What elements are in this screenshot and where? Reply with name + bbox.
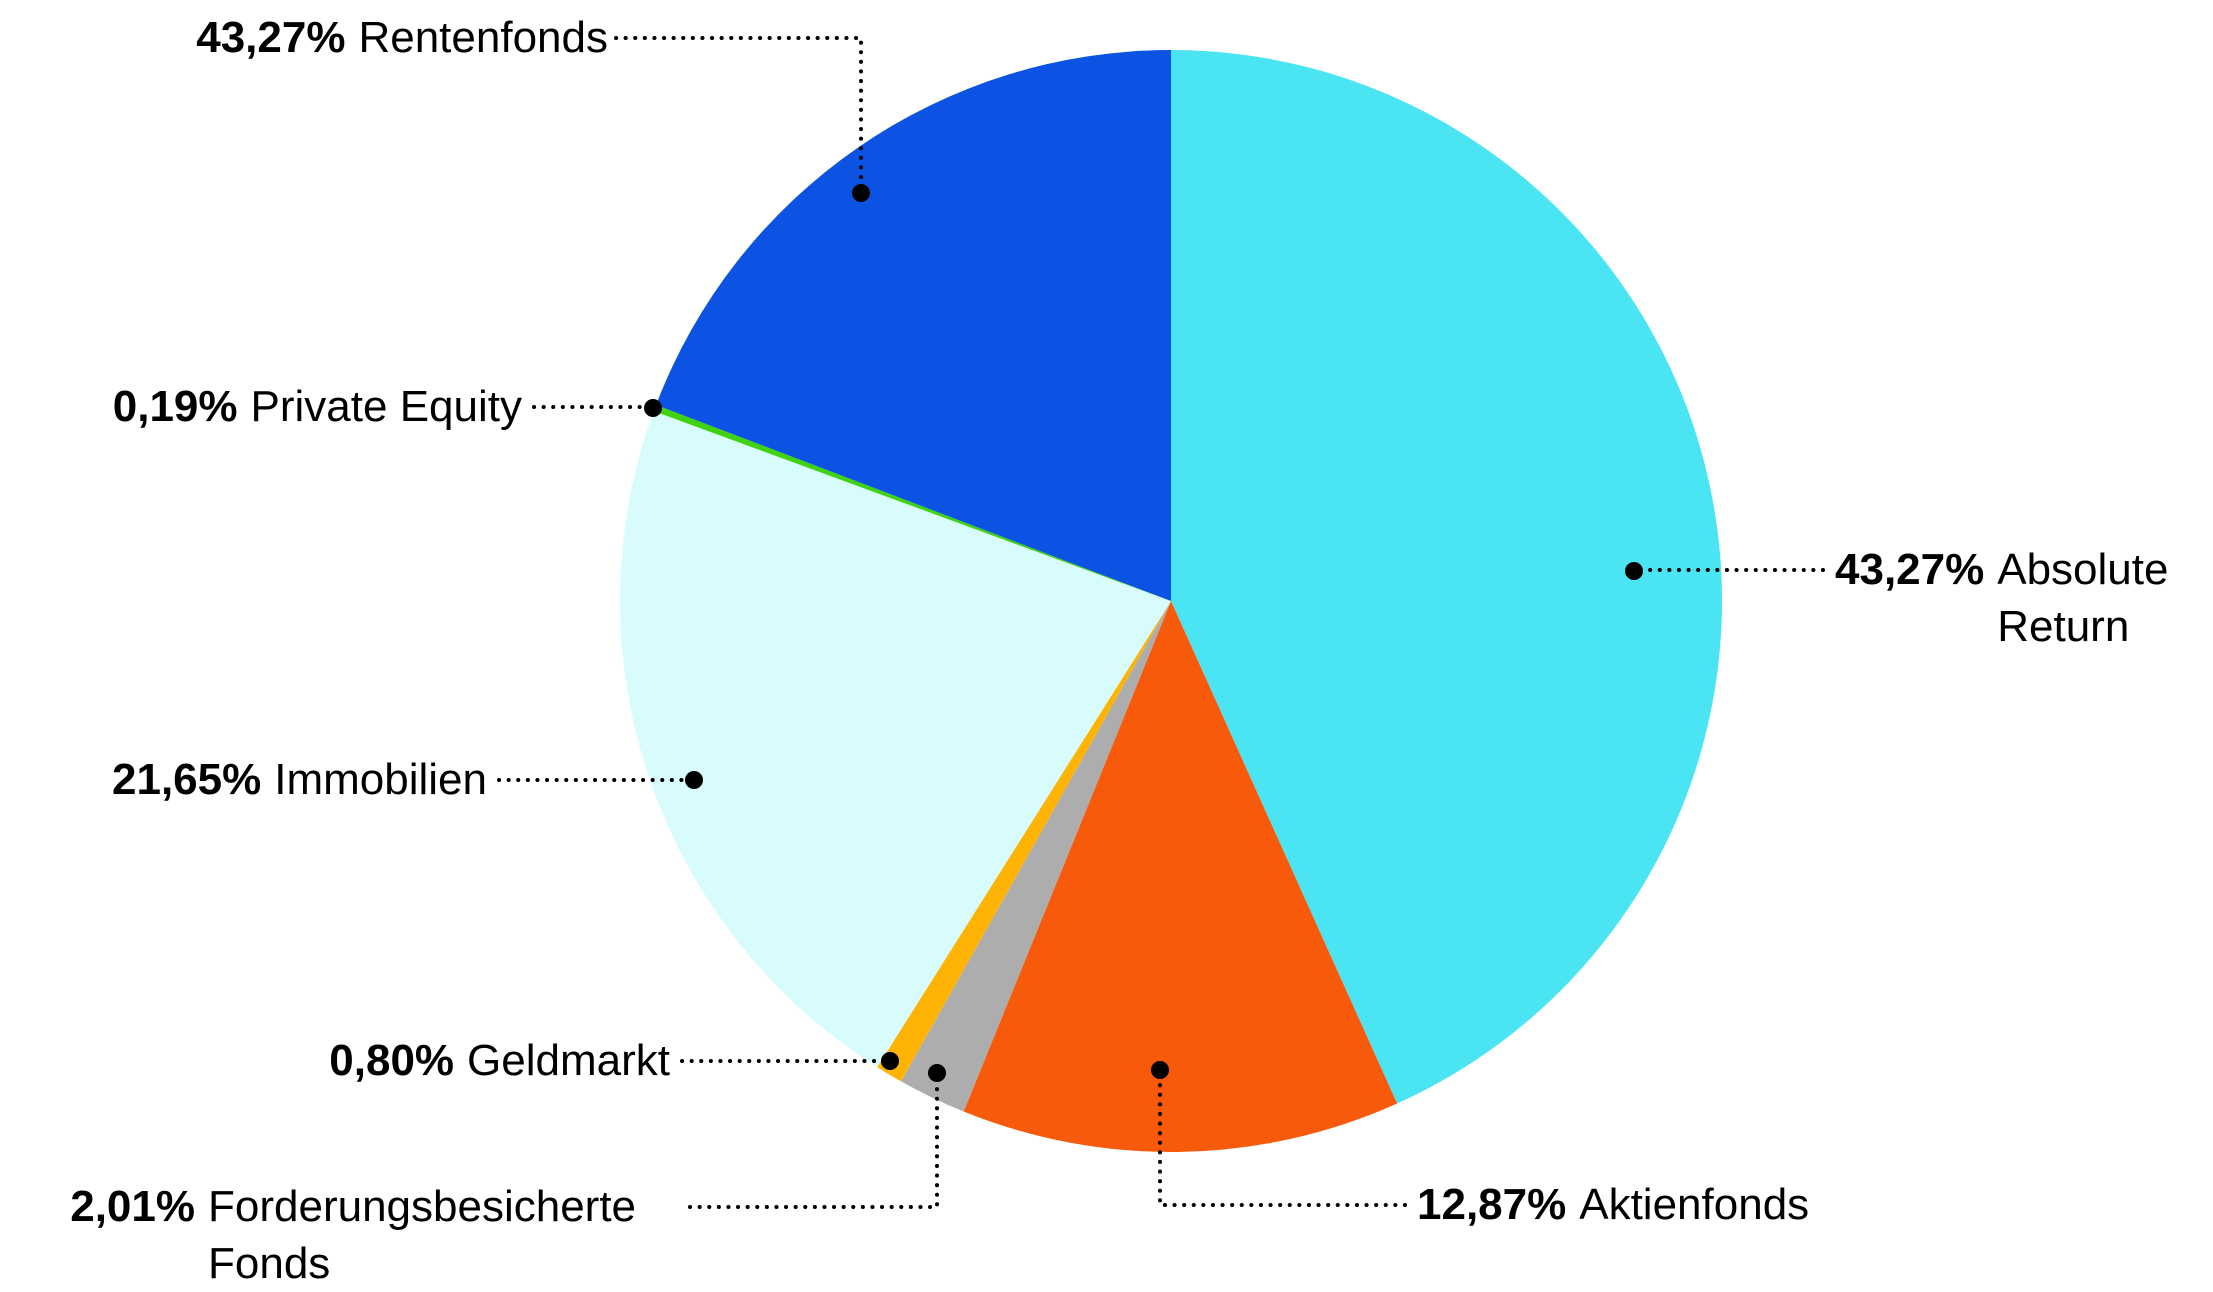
label-forderungsbesicherte-fonds-name: Forderungsbesicherte Fonds	[208, 1182, 637, 1289]
label-forderungsbesicherte-fonds-pct: 2,01%	[70, 1182, 195, 1231]
label-private-equity: 0,19% Private Equity	[113, 378, 522, 435]
pie-slice-aktienfonds	[963, 601, 1398, 1152]
label-forderungsbesicherte-fonds: 2,01% Forderungsbesicherte Fonds	[70, 1178, 678, 1292]
leader-dot-immobilien	[685, 771, 703, 789]
label-immobilien-pct: 21,65%	[112, 755, 262, 804]
leader-line-rentenfonds	[614, 36, 863, 190]
leader-dot-rentenfonds	[852, 184, 870, 202]
label-aktienfonds: 12,87% Aktienfonds	[1417, 1176, 1809, 1233]
pie-slice-private-equity	[653, 404, 1171, 601]
pie-slices	[620, 49, 1723, 1152]
pie-slice-immobilien	[620, 411, 1171, 1068]
label-geldmarkt-pct: 0,80%	[329, 1036, 455, 1085]
leader-line-forderungsbesicherte-fonds	[688, 1080, 939, 1209]
label-aktienfonds-name: Aktienfonds	[1579, 1180, 1810, 1229]
label-absolute-return: 43,27% Absolute Return	[1835, 541, 2187, 655]
label-rentenfonds-name: Rentenfonds	[358, 13, 608, 62]
leader-dot-geldmarkt	[881, 1052, 899, 1070]
label-rentenfonds-pct: 43,27%	[196, 13, 346, 62]
label-geldmarkt: 0,80% Geldmarkt	[329, 1032, 670, 1089]
label-rentenfonds: 43,27% Rentenfonds	[196, 9, 608, 66]
leader-dot-absolute-return	[1625, 562, 1643, 580]
label-immobilien: 21,65% Immobilien	[112, 751, 487, 808]
leader-dot-forderungsbesicherte-fonds	[928, 1064, 946, 1082]
pie-slice-geldmarkt	[877, 601, 1171, 1082]
label-private-equity-pct: 0,19%	[112, 382, 238, 431]
leader-dot-private-equity	[644, 399, 662, 417]
leader-line-aktienfonds	[1158, 1078, 1407, 1207]
label-aktienfonds-pct: 12,87%	[1417, 1180, 1567, 1229]
label-absolute-return-pct: 43,27%	[1835, 545, 1985, 594]
pie-slice-absolute-return	[1171, 49, 1723, 1104]
label-absolute-return-name: Absolute Return	[1997, 545, 2169, 652]
label-private-equity-name: Private Equity	[250, 382, 522, 431]
pie-slice-forderungsbesicherte-fonds	[901, 601, 1171, 1112]
pie-slice-rentenfonds	[656, 50, 1171, 601]
label-geldmarkt-name: Geldmarkt	[467, 1036, 670, 1085]
leader-dot-aktienfonds	[1151, 1061, 1169, 1079]
label-immobilien-name: Immobilien	[274, 755, 487, 804]
leader-lines	[497, 36, 1825, 1209]
